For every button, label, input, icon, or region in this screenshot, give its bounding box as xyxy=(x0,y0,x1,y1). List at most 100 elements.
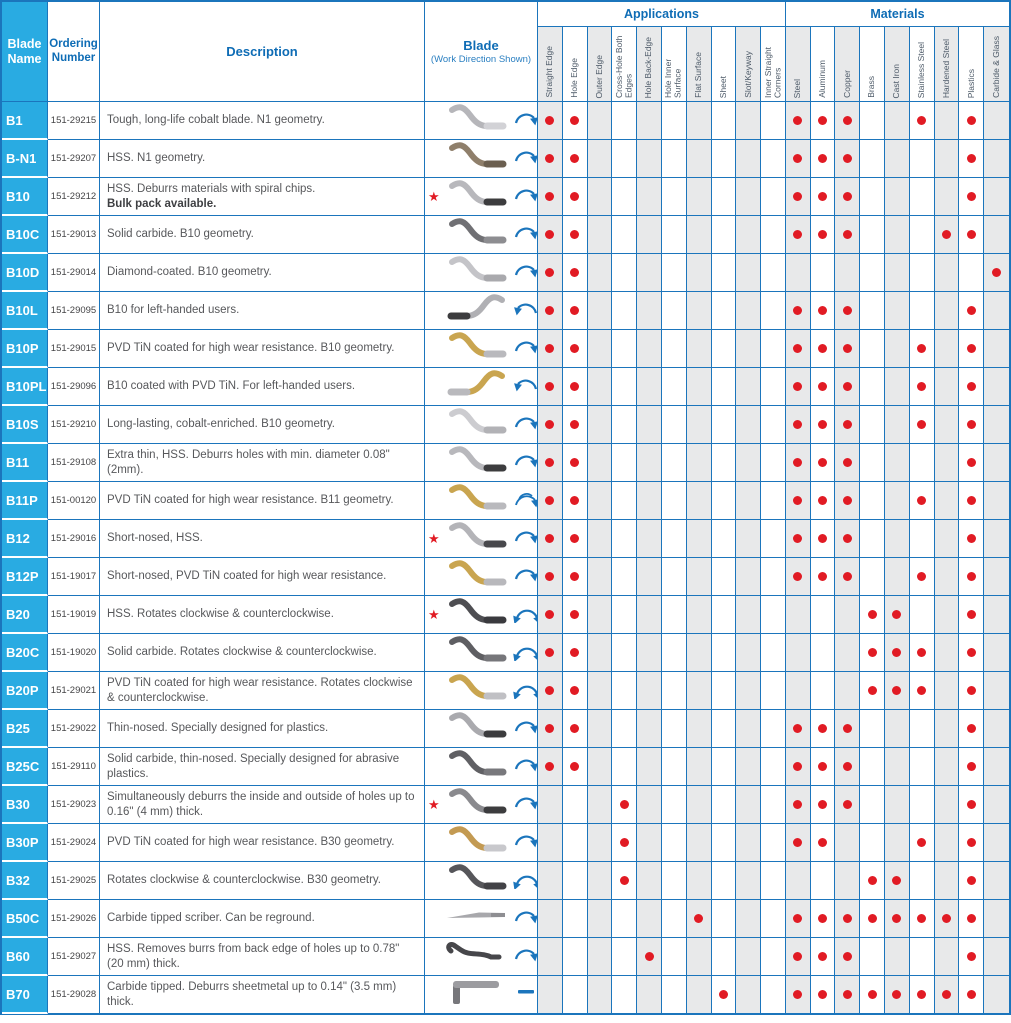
material-dot xyxy=(793,458,803,467)
material-cell-cast-iron xyxy=(885,938,910,975)
application-cell-outer-edge xyxy=(587,178,613,215)
description-cell: PVD TiN coated for high wear resistance.… xyxy=(100,824,425,861)
material-cell-copper xyxy=(835,140,861,177)
blade-illustration xyxy=(441,900,513,937)
material-cell-carbide-glass xyxy=(984,178,1009,215)
application-cell-hole-back-edge xyxy=(637,406,662,443)
material-cell-cast-iron xyxy=(885,786,910,823)
description-cell: Tough, long-life cobalt blade. N1 geomet… xyxy=(100,102,425,139)
application-cell-sheet xyxy=(712,634,737,671)
table-body: B1 151-29215 Tough, long-life cobalt blade… xyxy=(2,102,1009,1014)
material-cell-stainless-steel xyxy=(910,254,935,291)
material-dot xyxy=(818,420,828,429)
description-text: Rotates clockwise & counterclockwise. B3… xyxy=(107,874,381,887)
blade-illustration-cell xyxy=(425,444,538,481)
description-cell: Solid carbide. Rotates clockwise & count… xyxy=(100,634,425,671)
material-dot xyxy=(842,230,852,239)
description-text: Short-nosed, HSS. xyxy=(107,532,203,545)
material-dot xyxy=(966,762,976,771)
description-cell: Simultaneously deburrs the inside and ou… xyxy=(100,786,425,823)
work-direction-both-arrow-icon xyxy=(513,867,537,894)
application-cell-flat-surface xyxy=(686,900,712,937)
application-cell-slot-keyway xyxy=(736,520,762,557)
material-cell-aluminum xyxy=(811,178,836,215)
ordering-number-cell: 151-29015 xyxy=(48,330,100,367)
application-dot xyxy=(570,344,580,353)
application-cell-straight-edge xyxy=(538,254,563,291)
application-cell-slot-keyway xyxy=(736,102,762,139)
application-cell-flat-surface xyxy=(686,862,712,899)
blade-name-cell: B70 xyxy=(2,976,48,1014)
table-header-row: Blade Name Ordering Number Description B… xyxy=(2,2,1009,102)
material-cell-plastics xyxy=(959,938,985,975)
material-cell-brass xyxy=(860,824,886,861)
application-cell-straight-edge xyxy=(538,406,563,443)
blade-name-cell: B11P xyxy=(2,482,48,520)
header-materials-group: Materials xyxy=(870,7,925,21)
material-cell-brass xyxy=(860,482,886,519)
material-dot xyxy=(892,648,902,657)
application-dot xyxy=(570,496,580,505)
blade-illustration xyxy=(441,406,513,443)
column-header-copper: Copper xyxy=(835,27,861,101)
material-cell-hardened-steel xyxy=(934,292,960,329)
material-cell-plastics xyxy=(959,634,985,671)
blade-name-cell: B10S xyxy=(2,406,48,444)
application-cell-hole-inner-surface xyxy=(662,558,687,595)
material-cell-aluminum xyxy=(811,938,836,975)
application-cell-slot-keyway xyxy=(736,254,762,291)
material-cell-steel xyxy=(785,900,811,937)
application-cell-hole-edge xyxy=(563,406,588,443)
application-dot xyxy=(545,230,555,239)
application-cell-slot-keyway xyxy=(736,748,762,785)
material-cell-steel xyxy=(785,558,811,595)
material-cell-carbide-glass xyxy=(984,520,1009,557)
material-cell-cast-iron xyxy=(885,482,910,519)
application-cell-sheet xyxy=(712,862,737,899)
column-header-slot-keyway: Slot/Keyway xyxy=(736,27,762,101)
table-row-b12: B12 151-29016 Short-nosed, HSS. ★ xyxy=(2,520,1009,558)
material-dot xyxy=(793,990,803,999)
material-cell-hardened-steel xyxy=(934,520,960,557)
material-dot xyxy=(867,686,877,695)
blade-illustration xyxy=(441,368,513,405)
application-dot xyxy=(545,116,555,125)
ordering-number-cell: 151-29207 xyxy=(48,140,100,177)
application-cell-hole-back-edge xyxy=(637,102,662,139)
ordering-number-cell: 151-29215 xyxy=(48,102,100,139)
application-cell-straight-edge xyxy=(538,558,563,595)
material-cell-brass xyxy=(860,520,886,557)
material-dot xyxy=(818,572,828,581)
material-dot xyxy=(842,496,852,505)
material-cell-cast-iron xyxy=(885,102,910,139)
application-cell-outer-edge xyxy=(587,672,613,709)
featured-star-icon: ★ xyxy=(428,797,440,812)
application-cell-straight-edge xyxy=(538,140,563,177)
material-cell-copper xyxy=(835,520,861,557)
application-cell-cross-hole-both-edges xyxy=(612,520,638,557)
application-cell-hole-edge xyxy=(563,900,588,937)
application-cell-hole-back-edge xyxy=(637,634,662,671)
blade-illustration-cell xyxy=(425,900,538,937)
application-cell-straight-edge xyxy=(538,596,563,633)
material-cell-plastics xyxy=(959,862,985,899)
material-cell-aluminum xyxy=(811,596,836,633)
description-text: PVD TiN coated for high wear resistance.… xyxy=(107,494,394,507)
application-dot xyxy=(545,534,555,543)
column-header-label: Hole Back-Edge xyxy=(643,36,654,98)
application-dot xyxy=(694,914,704,923)
material-dot xyxy=(842,458,852,467)
material-cell-carbide-glass xyxy=(984,330,1009,367)
application-cell-straight-edge xyxy=(538,786,563,823)
blade-illustration-cell xyxy=(425,406,538,443)
material-cell-cast-iron xyxy=(885,254,910,291)
material-dot xyxy=(966,458,976,467)
description-text: HSS. Deburrs materials with spiral chips… xyxy=(107,183,316,196)
application-cell-flat-surface xyxy=(686,178,712,215)
column-header-label: Slot/Keyway xyxy=(742,51,753,98)
application-cell-hole-edge xyxy=(563,216,588,253)
work-direction-cw-arrow-icon xyxy=(513,829,537,856)
application-cell-sheet xyxy=(712,976,737,1013)
application-cell-flat-surface xyxy=(686,824,712,861)
material-dot xyxy=(892,990,902,999)
